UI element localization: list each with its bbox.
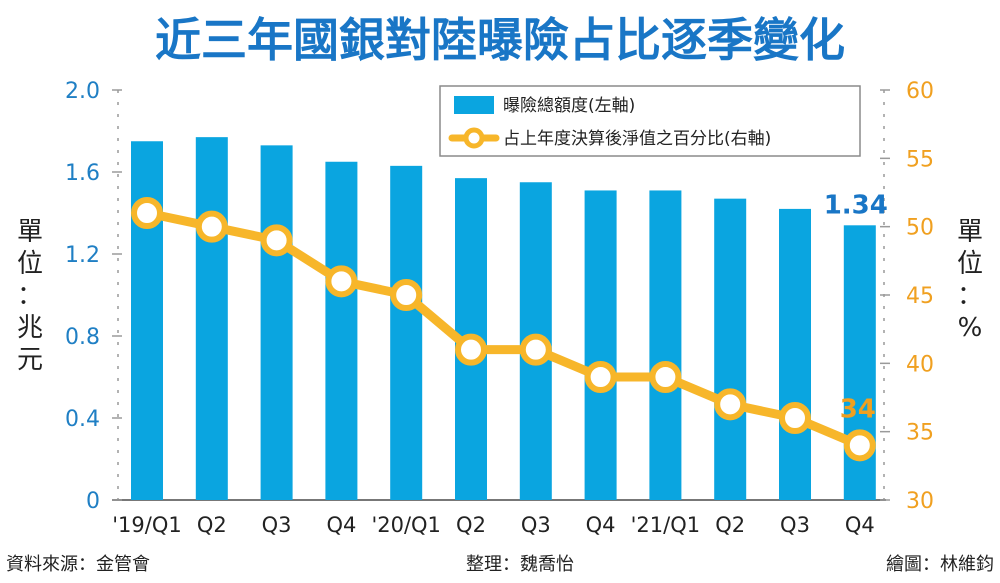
line-point [131,197,163,229]
line-point [260,224,293,257]
last-bar-value-label: 1.34 [824,190,888,220]
left-tick-label: 1.2 [65,243,100,268]
bar [260,145,293,500]
chart-title: 近三年國銀對陸曝險占比逐季變化 [155,13,845,67]
footer-source: 資料來源：金管會 [6,554,150,575]
unit-char: % [958,313,983,343]
x-tick-label: Q3 [262,513,292,537]
line-point [325,265,358,298]
x-tick-label: Q3 [780,513,810,537]
x-tick-label: Q2 [197,513,227,537]
bar [714,198,747,500]
bar [649,190,682,500]
x-tick-label: '21/Q1 [631,513,700,537]
last-point-value-label: 34 [840,394,876,424]
right-tick-label: 30 [906,489,934,514]
unit-char: 元 [17,345,43,375]
right-tick-label: 60 [906,79,934,104]
line-point [843,429,876,462]
legend-bar-swatch [454,96,494,114]
left-tick-label: 0.4 [65,407,100,432]
x-tick-label: Q2 [456,513,486,537]
unit-char: 兆 [17,313,43,343]
x-tick-label: Q2 [715,513,745,537]
right-tick-label: 50 [906,216,934,241]
x-axis-ticks: '19/Q1 Q2 Q3 Q4 '20/Q1 Q2 Q3 Q4 '21/Q1 Q2 Q3 Q4 [112,513,874,537]
line-point [195,210,228,243]
bar [390,165,423,500]
line-point [649,361,682,393]
x-tick-label: '19/Q1 [112,513,181,537]
unit-text: 單位：兆元 [17,217,43,375]
x-tick-label: '20/Q1 [371,513,440,537]
unit-char: 位 [957,249,983,279]
x-tick-label: Q4 [845,513,875,537]
line-point [584,361,617,393]
unit-char: ： [17,281,43,311]
unit-char: 單 [17,217,43,247]
left-axis-ticks: 0 0.4 0.8 1.2 1.6 2.0 [65,79,122,514]
line-point [779,402,811,434]
right-tick-label: 45 [906,284,934,309]
right-axis-unit-label: 單位：% [957,217,983,343]
legend-bar-label: 曝險總額度(左軸) [503,96,635,116]
unit-char: ： [957,281,983,311]
bar [779,208,811,500]
line-series [131,197,876,462]
left-tick-label: 2.0 [65,79,100,104]
unit-char: 單 [957,217,983,247]
legend-box [439,85,861,157]
right-tick-label: 40 [906,352,934,377]
line-point [714,388,747,421]
x-tick-label: Q3 [521,513,551,537]
right-tick-label: 55 [906,147,934,172]
bar-series [131,137,876,501]
bar [325,161,358,500]
line-point [455,333,487,366]
bar [584,190,617,500]
legend-line-marker [463,127,485,149]
right-tick-label: 35 [906,421,934,446]
legend-line-label: 占上年度決算後淨值之百分比(右軸) [503,129,771,149]
x-tick-label: Q4 [586,513,616,537]
right-axis-ticks: 30 35 40 45 50 55 60 [880,79,934,514]
unit-text: 單位：% [957,217,983,343]
left-axis-unit-label: 單位：兆元 [17,217,43,375]
bar [195,137,228,500]
left-tick-label: 1.6 [65,161,100,186]
left-tick-label: 0.8 [65,325,100,350]
bar [131,141,163,500]
footer-editor: 整理：魏喬怡 [466,554,574,575]
line-point [390,279,423,311]
legend: 曝險總額度(左軸) 占上年度決算後淨值之百分比(右軸) [439,85,861,157]
unit-char: 位 [17,249,43,279]
footer-artist: 繪圖：林維鈞 [886,554,994,575]
series-line [142,208,865,450]
left-tick-label: 0 [86,489,100,514]
line-point [519,333,552,366]
x-tick-label: Q4 [326,513,356,537]
